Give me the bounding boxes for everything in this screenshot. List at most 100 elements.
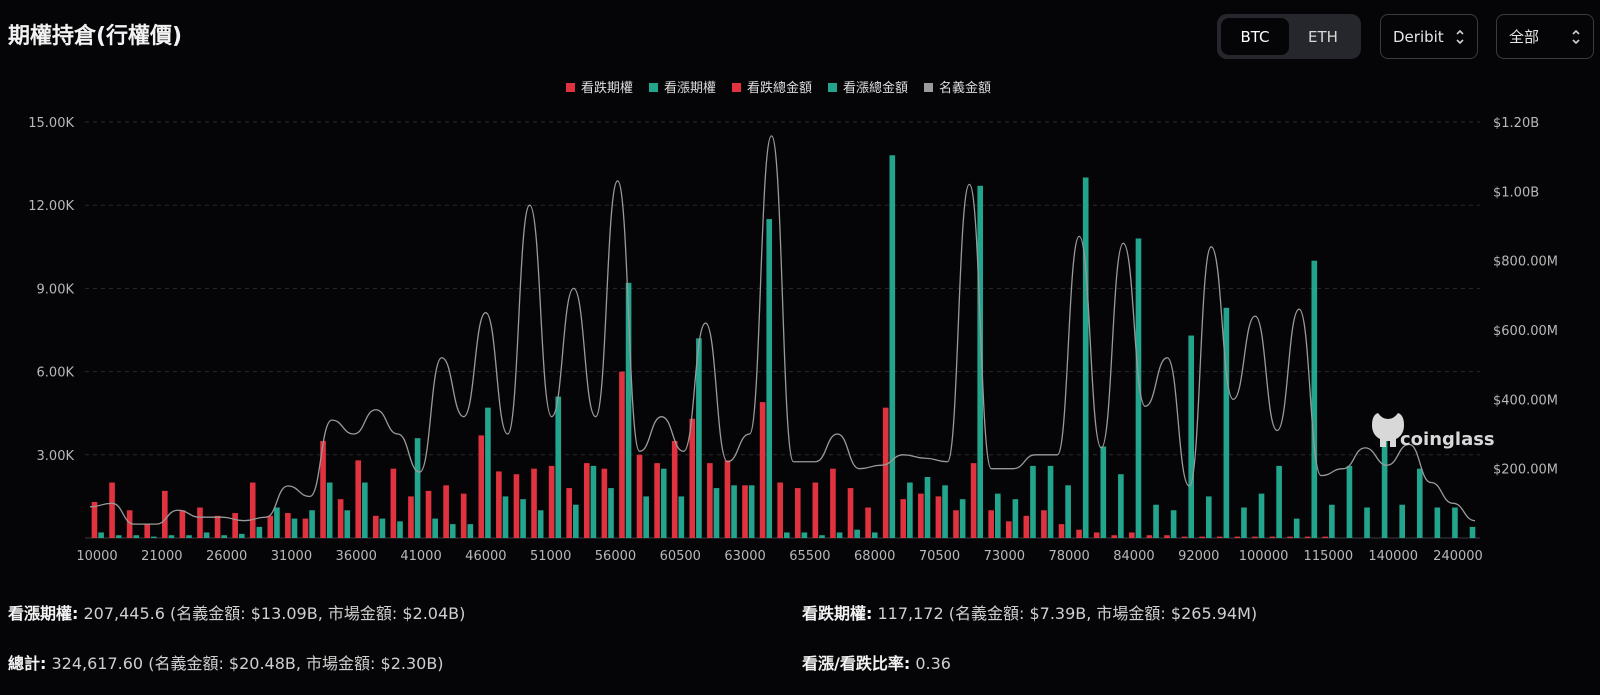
legend-label: 看漲期權 [664,80,716,96]
put-bar [1252,536,1258,538]
call-bar [994,493,1001,538]
ratio-stat: 看漲/看跌比率: 0.36 [802,650,951,674]
put-bar [372,515,379,538]
call-bar [115,535,122,538]
put-bar [1304,536,1311,538]
call-bar [766,219,773,539]
call-bar [643,496,649,538]
call-bar [942,485,948,538]
y-right-tick-label: $600.00M [1493,324,1558,339]
put-bar [742,485,748,538]
eth-toggle-button[interactable]: ETH [1308,27,1338,46]
call-bar [485,407,491,538]
put-bar [918,493,924,538]
put-bar [583,463,590,538]
put-bar [390,468,397,538]
call-stat-label: 看漲期權: [8,604,79,623]
chevron-updown-icon [1456,29,1464,45]
put-bar [126,510,133,538]
call-bar [1082,177,1089,538]
put-bar [830,468,836,538]
put-bar [1076,529,1082,538]
chevron-updown-icon [1572,29,1580,45]
call-bar [1364,507,1370,538]
notional-line [89,135,1476,525]
btc-toggle-button[interactable]: BTC [1221,18,1289,55]
call-bar [537,510,544,538]
ratio-stat-value: 0.36 [915,654,951,673]
range-select[interactable]: 全部 [1496,14,1594,59]
call-bar [801,532,808,538]
put-bar [794,488,801,538]
x-tick-label: 240000 [1433,549,1483,564]
x-tick-label: 100000 [1239,549,1289,564]
put-bar [882,407,889,538]
call-bar [889,155,896,538]
call-bar [1381,421,1388,538]
call-bar [309,510,315,538]
call-bar [784,532,790,538]
call-bar [238,533,245,538]
x-tick-label: 68000 [854,549,895,564]
put-bar [443,485,449,538]
put-bar [1234,536,1241,538]
coinglass-logo-icon [1372,413,1404,447]
call-bar [836,532,843,538]
total-stat-label: 總計: [8,654,47,673]
call-bar [1399,504,1406,538]
call-bar [98,532,104,538]
put-bar [337,499,344,538]
range-select-value: 全部 [1509,28,1540,46]
call-bar [625,282,632,538]
put-bar [847,488,854,538]
call-bar [502,496,509,538]
put-bar [161,490,168,538]
call-bar [151,536,157,538]
put-bar [214,515,221,538]
call-bar [1452,507,1458,538]
x-tick-label: 78000 [1048,549,1089,564]
call-bar [1100,446,1107,538]
x-tick-label: 10000 [76,549,117,564]
exchange-select[interactable]: Deribit [1380,14,1478,59]
legend-swatch [828,83,837,92]
put-bar [1164,535,1170,538]
put-bar [1181,536,1188,538]
put-bar [531,468,537,538]
put-bar [408,496,414,538]
put-bar [777,482,783,538]
options-chart: 看跌期權 看漲期權 看跌總金額 看漲總金額 名義金額 15.00K 12.00K 9.00K 6… [0,70,1600,570]
put-bar [865,507,871,538]
x-tick-label: 115000 [1304,549,1354,564]
put-bar [249,482,256,538]
call-bar [362,482,368,538]
put-bar [460,493,467,538]
put-bar [478,435,485,538]
legend-swatch [732,83,741,92]
y-right-tick-label: $800.00M [1493,255,1558,270]
x-tick-label: 73000 [984,549,1025,564]
call-bar [520,499,526,538]
coinglass-watermark-text: coinglass [1400,429,1495,450]
call-bar [959,499,966,538]
x-tick-label: 65500 [789,549,830,564]
put-bar [1129,532,1135,538]
call-bar [1276,465,1282,538]
legend-label: 看跌期權 [581,80,633,96]
asset-toggle[interactable]: BTC ETH [1217,14,1361,59]
call-bar [1153,504,1159,538]
legend-label: 看漲總金額 [843,80,908,96]
call-bar [660,468,667,538]
call-bar [186,535,192,538]
y-left-tick-label: 6.00K [37,366,75,381]
call-bar [1118,474,1124,538]
call-stat-value: 207,445.6 (名義金額: $13.09B, 市場金額: $2.04B) [83,604,466,623]
put-bar [636,454,643,538]
put-bar [654,463,660,538]
call-bar [1329,504,1335,538]
call-bar [1047,465,1054,538]
call-bar [449,524,456,538]
call-bar [590,465,597,538]
call-bar [256,526,263,538]
x-tick-label: 63000 [724,549,765,564]
